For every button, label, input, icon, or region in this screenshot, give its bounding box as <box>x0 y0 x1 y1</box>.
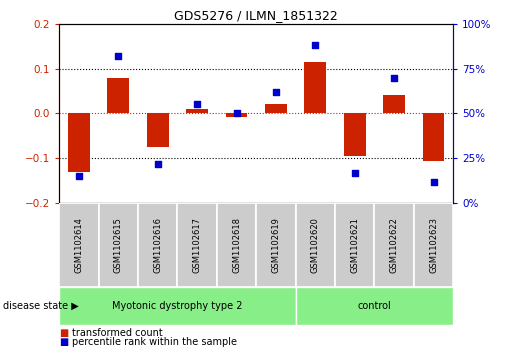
Text: control: control <box>357 301 391 311</box>
Bar <box>108 77 129 113</box>
Bar <box>217 203 256 287</box>
Bar <box>335 203 374 287</box>
Text: GSM1102623: GSM1102623 <box>429 217 438 273</box>
Text: ■: ■ <box>59 328 68 338</box>
Text: GSM1102615: GSM1102615 <box>114 217 123 273</box>
Bar <box>59 287 296 325</box>
Bar <box>296 203 335 287</box>
Text: disease state ▶: disease state ▶ <box>3 301 78 311</box>
Text: GSM1102614: GSM1102614 <box>75 217 83 273</box>
Text: GSM1102618: GSM1102618 <box>232 217 241 273</box>
Bar <box>423 113 444 160</box>
Text: percentile rank within the sample: percentile rank within the sample <box>72 337 237 347</box>
Title: GDS5276 / ILMN_1851322: GDS5276 / ILMN_1851322 <box>175 9 338 23</box>
Bar <box>265 105 287 113</box>
Bar <box>99 203 138 287</box>
Text: GSM1102619: GSM1102619 <box>271 217 280 273</box>
Point <box>390 74 398 80</box>
Bar <box>177 203 217 287</box>
Point <box>114 53 123 59</box>
Bar <box>383 95 405 113</box>
Point <box>153 161 162 167</box>
Text: GSM1102617: GSM1102617 <box>193 217 201 273</box>
Bar <box>344 113 366 156</box>
Text: GSM1102620: GSM1102620 <box>311 217 320 273</box>
Point <box>75 174 83 179</box>
Point <box>232 110 241 116</box>
Bar <box>256 203 296 287</box>
Point <box>272 89 280 95</box>
Bar <box>147 113 168 147</box>
Bar <box>59 203 99 287</box>
Bar <box>138 203 177 287</box>
Bar <box>68 113 90 172</box>
Text: ■: ■ <box>59 337 68 347</box>
Bar <box>296 287 453 325</box>
Bar <box>304 62 326 113</box>
Point <box>193 102 201 107</box>
Point <box>430 179 438 185</box>
Bar <box>186 109 208 113</box>
Bar <box>226 113 247 117</box>
Text: GSM1102622: GSM1102622 <box>390 217 399 273</box>
Text: GSM1102616: GSM1102616 <box>153 217 162 273</box>
Bar <box>414 203 453 287</box>
Point <box>351 170 359 176</box>
Bar <box>374 203 414 287</box>
Text: transformed count: transformed count <box>72 328 163 338</box>
Point <box>311 42 319 48</box>
Text: GSM1102621: GSM1102621 <box>350 217 359 273</box>
Text: Myotonic dystrophy type 2: Myotonic dystrophy type 2 <box>112 301 243 311</box>
